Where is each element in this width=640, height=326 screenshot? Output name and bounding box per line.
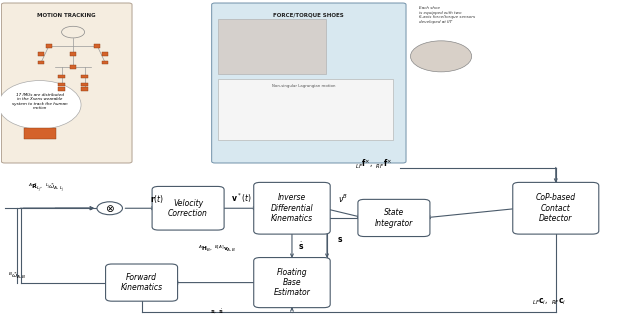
Bar <box>81 83 88 86</box>
Text: Velocity
Correction: Velocity Correction <box>168 199 208 218</box>
Text: MOTION TRACKING: MOTION TRACKING <box>37 13 96 18</box>
Bar <box>45 44 52 48</box>
Bar <box>58 83 65 86</box>
Text: State
Integrator: State Integrator <box>375 208 413 228</box>
FancyBboxPatch shape <box>513 182 599 234</box>
Bar <box>102 52 108 56</box>
Bar <box>38 61 44 64</box>
Text: $\dot{\mathbf{s}}$: $\dot{\mathbf{s}}$ <box>298 240 305 252</box>
Text: $\mathbf{s}$: $\mathbf{s}$ <box>337 235 343 244</box>
Text: $\mathbf{s},\ \dot{\mathbf{s}}$: $\mathbf{s},\ \dot{\mathbf{s}}$ <box>209 308 224 316</box>
Text: ${}^{B}\hat{\tilde{\omega}}_{A,B}$: ${}^{B}\hat{\tilde{\omega}}_{A,B}$ <box>8 271 26 281</box>
FancyBboxPatch shape <box>218 19 326 74</box>
Circle shape <box>410 41 472 72</box>
Ellipse shape <box>0 81 81 129</box>
FancyBboxPatch shape <box>212 3 406 163</box>
Text: $\mathbf{r}(t)$: $\mathbf{r}(t)$ <box>150 193 164 205</box>
Bar <box>70 66 76 68</box>
Text: $_{LF}\mathbf{f}^{\times},\ _{RF}\mathbf{f}^{\times}$: $_{LF}\mathbf{f}^{\times},\ _{RF}\mathbf… <box>355 158 392 171</box>
Text: Floating
Base
Estimator: Floating Base Estimator <box>273 268 310 298</box>
Text: $_{LF}\mathbf{c}_i,\ _{RF}\mathbf{c}_i$: $_{LF}\mathbf{c}_i,\ _{RF}\mathbf{c}_i$ <box>532 296 566 307</box>
Bar <box>58 75 65 78</box>
FancyBboxPatch shape <box>358 200 430 237</box>
FancyBboxPatch shape <box>218 79 394 141</box>
FancyBboxPatch shape <box>1 3 132 163</box>
Bar <box>81 75 88 78</box>
FancyBboxPatch shape <box>152 186 224 230</box>
FancyBboxPatch shape <box>253 182 330 234</box>
Bar <box>24 128 56 139</box>
Text: $\otimes$: $\otimes$ <box>105 203 115 214</box>
FancyBboxPatch shape <box>106 264 177 301</box>
Text: Inverse
Differential
Kinematics: Inverse Differential Kinematics <box>271 193 313 223</box>
Bar <box>58 87 65 91</box>
Text: FORCE/TORQUE SHOES: FORCE/TORQUE SHOES <box>273 13 344 18</box>
Bar <box>38 52 44 56</box>
Text: Non-singular Lagrangian motion: Non-singular Lagrangian motion <box>272 84 336 88</box>
Circle shape <box>97 202 122 215</box>
Bar <box>81 87 88 91</box>
Text: $\nu^B$: $\nu^B$ <box>338 193 348 205</box>
Text: Forward
Kinematics: Forward Kinematics <box>120 273 163 292</box>
Text: $\mathbf{v}^*(t)$: $\mathbf{v}^*(t)$ <box>231 192 251 205</box>
Text: ${}^{A}\hat{\mathbf{R}}_{L_j},\ {}^{L_j}\hat{\tilde{\omega}}_{A,L_j}$: ${}^{A}\hat{\mathbf{R}}_{L_j},\ {}^{L_j}… <box>28 181 64 194</box>
Text: Each shoe
is equipped with two
6-axis force/torque sensors
developed at IIT: Each shoe is equipped with two 6-axis fo… <box>419 6 475 24</box>
Text: ${}^A\mathbf{H}_{B},\ {}^{B[A]}\mathbf{v}_{A,B}$: ${}^A\mathbf{H}_{B},\ {}^{B[A]}\mathbf{v… <box>198 243 236 253</box>
Bar <box>94 44 100 48</box>
Bar <box>70 52 76 56</box>
Text: CoP-based
Contact
Detector: CoP-based Contact Detector <box>536 193 576 223</box>
Bar <box>102 61 108 64</box>
Text: 17 IMUs are distributed
in the Xsens wearable
system to track the human
motion: 17 IMUs are distributed in the Xsens wea… <box>12 93 67 111</box>
FancyBboxPatch shape <box>253 258 330 308</box>
